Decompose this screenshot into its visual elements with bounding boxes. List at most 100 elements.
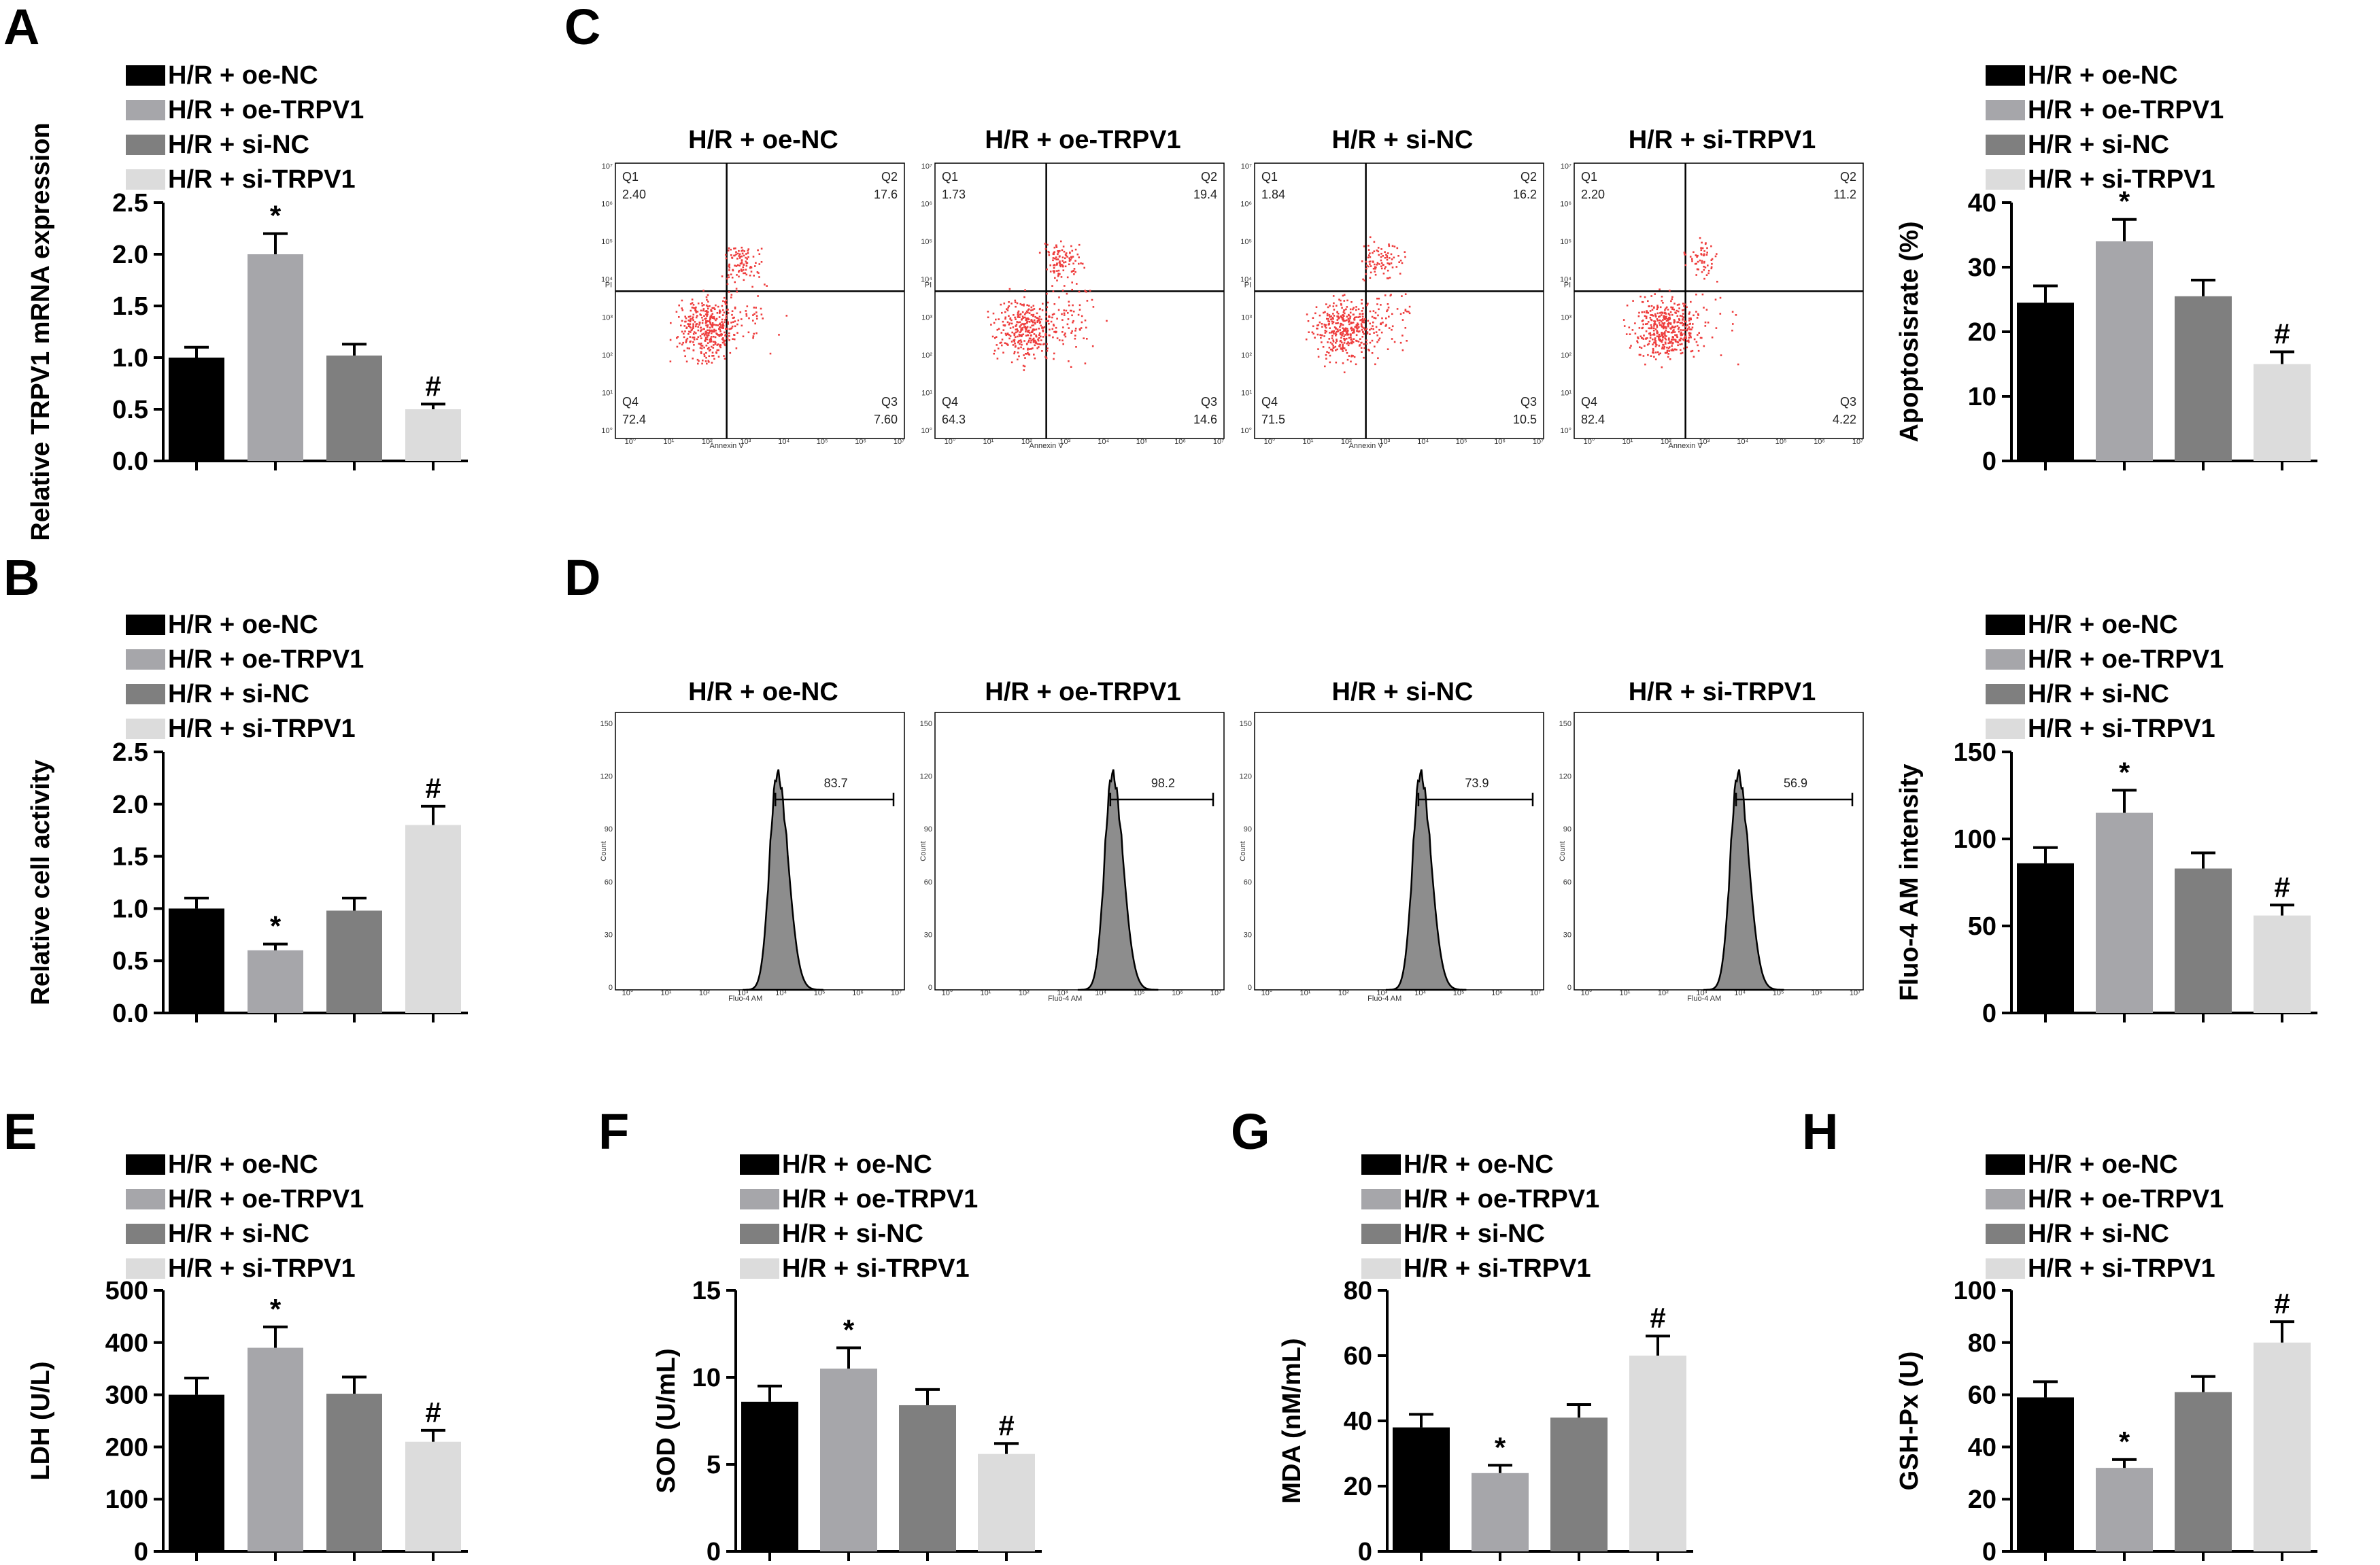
flow-ytick-d-0-5: 150 xyxy=(600,720,613,728)
scatter-point xyxy=(1060,276,1063,278)
flow-ylabel-c-2: PI xyxy=(1244,281,1251,289)
scatter-point xyxy=(713,315,715,318)
scatter-point xyxy=(1685,337,1687,339)
scatter-point xyxy=(1083,337,1085,339)
scatter-point xyxy=(1697,313,1699,315)
scatter-point xyxy=(1688,326,1690,328)
scatter-point xyxy=(1013,332,1015,334)
scatter-point xyxy=(680,324,682,327)
scatter-point xyxy=(1669,322,1671,325)
scatter-point xyxy=(708,329,711,332)
scatter-point xyxy=(760,261,763,263)
scatter-point xyxy=(745,264,748,267)
flow-xtick-d-2-1: 10¹ xyxy=(1299,989,1310,997)
flow-ytick-d-1-3: 90 xyxy=(924,825,932,833)
scatter-point xyxy=(1690,318,1692,320)
scatter-point xyxy=(1017,329,1019,332)
y-tick-label-a-1: 0.5 xyxy=(112,396,148,424)
scatter-point xyxy=(1053,352,1055,355)
scatter-point xyxy=(1336,322,1338,324)
scatter-point xyxy=(685,317,687,320)
scatter-point xyxy=(1025,328,1027,331)
panel-label-c: C xyxy=(564,0,600,55)
y-tick-label-b-5: 2.5 xyxy=(112,738,148,767)
scatter-point xyxy=(1652,338,1654,341)
scatter-point xyxy=(1036,320,1039,322)
scatter-point xyxy=(690,329,692,332)
scatter-point xyxy=(1332,341,1335,343)
scatter-point xyxy=(690,303,692,305)
scatter-point xyxy=(1346,319,1348,322)
flow-xtick-c-0-0: 10° xyxy=(625,438,636,446)
scatter-point xyxy=(1325,326,1327,329)
scatter-point xyxy=(1340,315,1342,317)
flow-xtick-d-2-7: 10⁷ xyxy=(1530,989,1541,997)
scatter-point xyxy=(1052,270,1055,272)
scatter-point xyxy=(701,302,703,305)
scatter-point xyxy=(1327,341,1329,343)
scatter-point xyxy=(1084,362,1087,364)
scatter-point xyxy=(1323,335,1325,337)
scatter-point xyxy=(730,322,732,324)
scatter-point xyxy=(1044,356,1047,358)
scatter-point xyxy=(1071,288,1073,291)
y-axis-label-f: SOD (U/mL) xyxy=(652,1348,681,1493)
scatter-point xyxy=(690,331,692,333)
significance-mark-c-bar-1: * xyxy=(2119,186,2130,218)
flow-ytick-c-1-1: 10¹ xyxy=(921,389,932,397)
scatter-point xyxy=(1347,342,1350,344)
scatter-point xyxy=(1360,323,1363,325)
scatter-point xyxy=(1688,311,1691,313)
scatter-point xyxy=(719,326,721,328)
bar-a-2 xyxy=(326,355,382,461)
scatter-point xyxy=(1072,320,1074,322)
flow-ytick-c-1-4: 10⁴ xyxy=(921,276,932,284)
scatter-point xyxy=(1334,332,1337,334)
scatter-point xyxy=(747,256,749,258)
scatter-point xyxy=(1660,311,1663,313)
scatter-point xyxy=(1711,337,1714,339)
scatter-point xyxy=(1648,327,1650,330)
scatter-point xyxy=(1650,305,1653,307)
scatter-point xyxy=(700,352,702,354)
scatter-point xyxy=(1355,326,1357,328)
panel-label-e: E xyxy=(3,1103,37,1160)
scatter-point xyxy=(1719,313,1722,315)
scatter-point xyxy=(1361,310,1363,312)
scatter-point xyxy=(699,347,702,349)
scatter-point xyxy=(1646,311,1648,314)
scatter-point xyxy=(1686,340,1688,342)
scatter-point xyxy=(1669,290,1671,292)
legend-label-d-bar-2: H/R + si-NC xyxy=(2028,680,2169,708)
scatter-point xyxy=(1047,250,1049,253)
scatter-point xyxy=(1700,253,1702,255)
scatter-point xyxy=(1013,334,1016,337)
scatter-point xyxy=(719,345,721,347)
scatter-point xyxy=(1398,261,1400,263)
scatter-point xyxy=(1064,254,1067,256)
quadrant-q4-value-c-0: 72.4 xyxy=(622,413,646,426)
y-tick-label-f-0: 0 xyxy=(707,1538,721,1565)
scatter-point xyxy=(721,327,724,329)
flow-xtick-d-0-6: 10⁶ xyxy=(852,989,864,997)
scatter-point xyxy=(1380,304,1382,306)
scatter-point xyxy=(1732,323,1734,325)
legend-label-h-1: H/R + oe-TRPV1 xyxy=(2028,1185,2224,1214)
scatter-point xyxy=(1017,315,1019,317)
scatter-point xyxy=(1331,334,1333,337)
scatter-point xyxy=(741,318,743,320)
scatter-point xyxy=(712,307,714,309)
scatter-point xyxy=(724,339,726,342)
scatter-point xyxy=(736,274,738,276)
scatter-point xyxy=(1344,327,1347,330)
scatter-point xyxy=(1644,363,1646,366)
scatter-point xyxy=(749,266,751,269)
scatter-point xyxy=(1650,355,1652,357)
scatter-point xyxy=(713,317,715,320)
scatter-point xyxy=(1056,317,1058,320)
legend-label-a-1: H/R + oe-TRPV1 xyxy=(168,96,364,124)
scatter-point xyxy=(1056,337,1059,339)
scatter-point xyxy=(1015,324,1018,326)
scatter-point xyxy=(1673,320,1676,322)
scatter-point xyxy=(705,344,708,347)
